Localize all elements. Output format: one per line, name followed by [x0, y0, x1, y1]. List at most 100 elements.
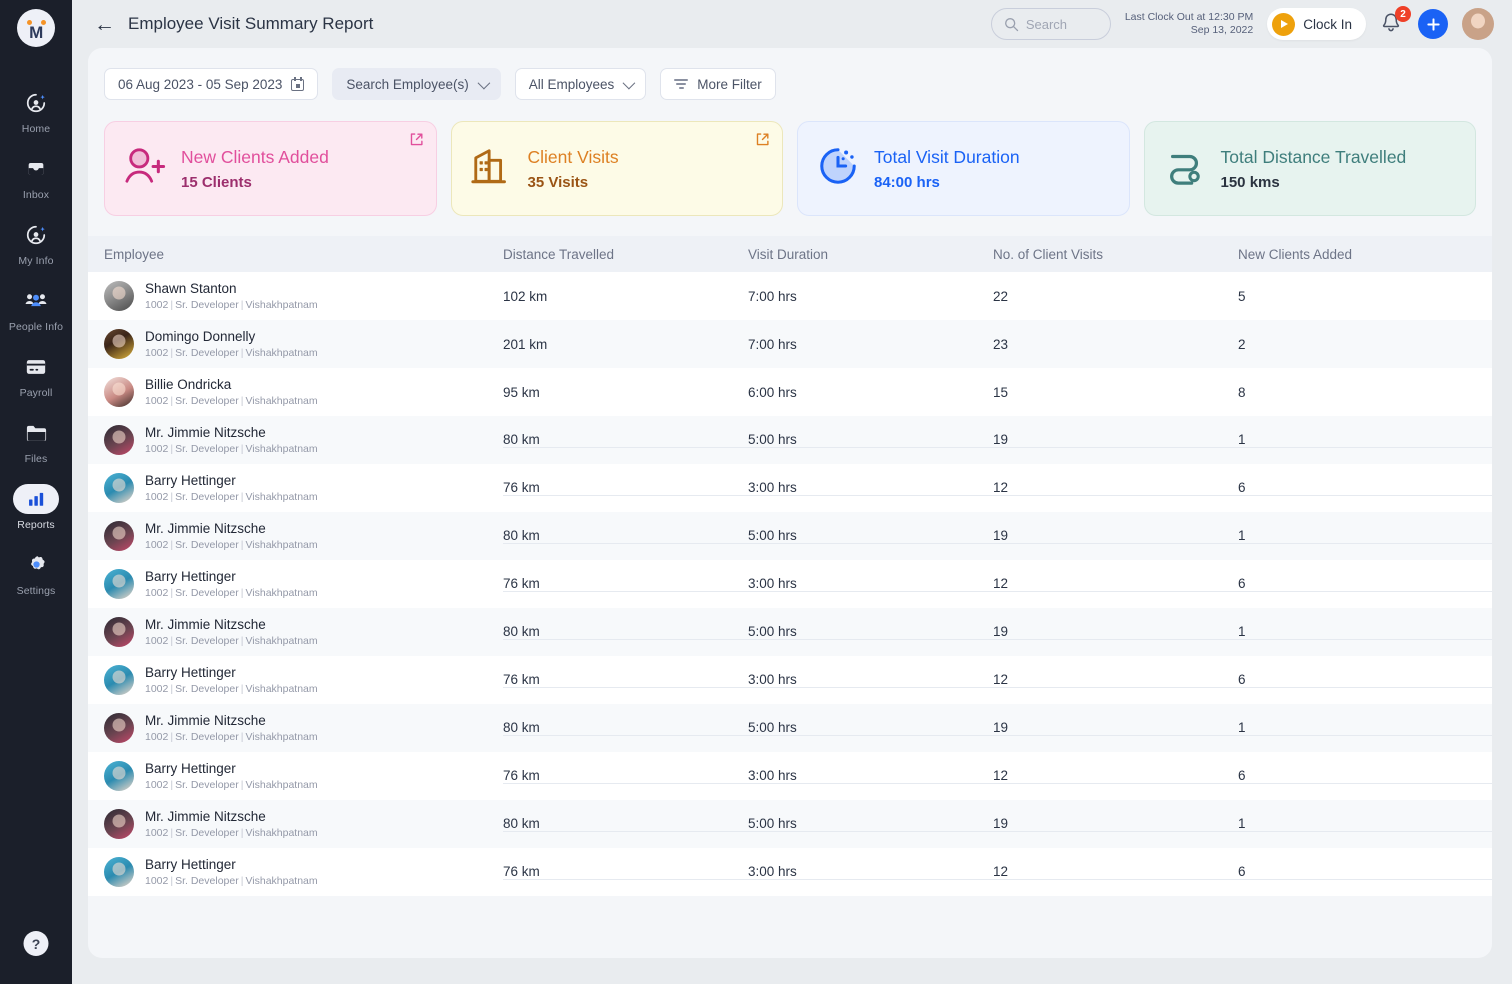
cell-new-clients: 1	[1238, 816, 1492, 832]
table-row[interactable]: Barry Hettinger 1002 | Sr. Developer | Visha…	[88, 656, 1492, 704]
employee-meta: 1002 | Sr. Developer | Vishakhpatnam	[145, 587, 318, 600]
stat-card-total-distance-travelled[interactable]: Total Distance Travelled 150 kms	[1143, 121, 1476, 216]
filter-search-employee-s[interactable]: Search Employee(s)	[332, 68, 501, 100]
sidebar-item-my-info[interactable]: My Info	[0, 210, 72, 276]
bell-icon	[1382, 13, 1400, 32]
inbox-tray-icon	[13, 154, 59, 184]
cell-duration: 3:00 hrs	[748, 576, 993, 592]
cell-visits: 19	[993, 432, 1238, 448]
table-row[interactable]: Shawn Stanton 1002 | Sr. Developer | Vishakh…	[88, 272, 1492, 320]
cell-employee: Mr. Jimmie Nitzsche 1002 | Sr. Developer | V…	[104, 616, 503, 649]
chevron-down-icon	[477, 76, 490, 89]
play-icon	[1272, 12, 1296, 36]
sidebar-item-settings[interactable]: Settings	[0, 540, 72, 606]
filter-all-employees[interactable]: All Employees	[514, 68, 647, 100]
clock-in-label: Clock In	[1303, 16, 1352, 32]
sidebar-item-label: Home	[21, 122, 51, 135]
cell-employee: Shawn Stanton 1002 | Sr. Developer | Vishakh…	[104, 280, 503, 313]
employee-name: Mr. Jimmie Nitzsche	[145, 712, 266, 728]
cell-employee: Mr. Jimmie Nitzsche 1002 | Sr. Developer | V…	[104, 520, 503, 553]
cell-new-clients: 5	[1238, 288, 1246, 304]
column-header-distance[interactable]: Distance Travelled	[503, 246, 615, 262]
open-external-icon[interactable]	[410, 133, 423, 146]
table-row[interactable]: Billie Ondricka 1002 | Sr. Developer | Visha…	[88, 368, 1492, 416]
avatar	[104, 521, 134, 551]
table-row[interactable]: Mr. Jimmie Nitzsche 1002 | Sr. Developer | V…	[88, 416, 1492, 464]
stat-card-new-clients-added[interactable]: New Clients Added 15 Clients	[104, 121, 437, 216]
stat-title: Total Distance Travelled	[1220, 146, 1407, 167]
sidebar-item-files[interactable]: Files	[0, 408, 72, 474]
avatar	[104, 617, 134, 647]
content-card: 06 Aug 2023 - 05 Sep 2023 Search Employee…	[88, 48, 1492, 958]
avatar	[104, 377, 134, 407]
sidebar-item-label: Payroll	[19, 386, 53, 399]
employee-meta: 1002 | Sr. Developer | Vishakhpatnam	[145, 443, 318, 456]
cell-distance: 80 km	[503, 816, 748, 832]
employee-name: Barry Hettinger	[145, 664, 236, 680]
cell-duration: 5:00 hrs	[748, 624, 993, 640]
table-row[interactable]: Mr. Jimmie Nitzsche 1002 | Sr. Developer | V…	[88, 512, 1492, 560]
cell-duration: 5:00 hrs	[748, 528, 993, 544]
help-icon[interactable]: ?	[23, 931, 49, 956]
stat-title: Total Visit Duration	[874, 146, 1020, 167]
sidebar-item-home[interactable]: Home	[0, 78, 72, 144]
avatar[interactable]	[1462, 8, 1494, 40]
back-arrow-icon[interactable]: ←	[94, 12, 115, 36]
calendar-icon	[291, 77, 305, 91]
table-row[interactable]: Barry Hettinger 1002 | Sr. Developer | Visha…	[88, 848, 1492, 896]
sidebar-item-payroll[interactable]: Payroll	[0, 342, 72, 408]
cell-duration: 3:00 hrs	[748, 672, 993, 688]
column-header-new-clients[interactable]: New Clients Added	[1238, 246, 1353, 262]
cell-new-clients: 2	[1238, 336, 1246, 352]
filter-06-aug-2023-05-sep-2023[interactable]: 06 Aug 2023 - 05 Sep 2023	[104, 68, 319, 100]
open-external-icon[interactable]	[756, 133, 769, 146]
search-input[interactable]: Search	[990, 8, 1111, 40]
route-icon	[1163, 146, 1207, 191]
employee-name: Barry Hettinger	[145, 760, 236, 776]
sidebar-item-label: My Info	[18, 254, 54, 267]
employee-meta: 1002 | Sr. Developer | Vishakhpatnam	[145, 395, 318, 408]
cell-duration: 3:00 hrs	[748, 480, 993, 496]
my-info-person-icon	[13, 220, 59, 250]
notification-badge: 2	[1395, 6, 1411, 22]
cell-employee: Barry Hettinger 1002 | Sr. Developer | Visha…	[104, 472, 503, 505]
employee-meta: 1002 | Sr. Developer | Vishakhpatnam	[145, 779, 318, 792]
stat-card-client-visits[interactable]: Client Visits 35 Visits	[450, 121, 783, 216]
table-row[interactable]: Barry Hettinger 1002 | Sr. Developer | Visha…	[88, 560, 1492, 608]
cell-employee: Barry Hettinger 1002 | Sr. Developer | Visha…	[104, 760, 503, 793]
column-header-visits[interactable]: No. of Client Visits	[993, 246, 1104, 262]
table-row[interactable]: Mr. Jimmie Nitzsche 1002 | Sr. Developer | V…	[88, 704, 1492, 752]
sidebar-item-reports[interactable]: Reports	[0, 474, 72, 540]
table-row[interactable]: Mr. Jimmie Nitzsche 1002 | Sr. Developer | V…	[88, 800, 1492, 848]
sidebar-item-people-info[interactable]: People Info	[0, 276, 72, 342]
clock-in-button[interactable]: Clock In	[1267, 8, 1366, 40]
table-row[interactable]: Barry Hettinger 1002 | Sr. Developer | Visha…	[88, 752, 1492, 800]
building-icon	[470, 145, 514, 192]
add-button[interactable]	[1418, 9, 1448, 39]
notifications-button[interactable]: 2	[1380, 6, 1411, 37]
sidebar-item-inbox[interactable]: Inbox	[0, 144, 72, 210]
filter-more-filter[interactable]: More Filter	[660, 68, 776, 100]
cell-new-clients: 1	[1238, 528, 1492, 544]
cell-distance: 102 km	[503, 288, 548, 304]
cell-new-clients: 1	[1238, 720, 1492, 736]
table-row[interactable]: Domingo Donnelly 1002 | Sr. Developer | Vish…	[88, 320, 1492, 368]
cell-duration: 6:00 hrs	[748, 384, 797, 400]
employee-name: Barry Hettinger	[145, 568, 236, 584]
avatar	[104, 713, 134, 743]
cell-visits: 12	[993, 480, 1238, 496]
table-row[interactable]: Barry Hettinger 1002 | Sr. Developer | Visha…	[88, 464, 1492, 512]
column-header-duration[interactable]: Visit Duration	[748, 246, 829, 262]
app-logo[interactable]: M	[17, 9, 55, 47]
sidebar-item-label: Settings	[16, 584, 56, 597]
cell-new-clients: 6	[1238, 768, 1492, 784]
employee-name: Billie Ondricka	[145, 376, 232, 392]
employee-name: Barry Hettinger	[145, 472, 236, 488]
employee-meta: 1002 | Sr. Developer | Vishakhpatnam	[145, 731, 318, 744]
column-header-employee[interactable]: Employee	[104, 246, 165, 262]
cell-distance: 76 km	[503, 576, 748, 592]
table-row[interactable]: Mr. Jimmie Nitzsche 1002 | Sr. Developer | V…	[88, 608, 1492, 656]
cell-distance: 95 km	[503, 384, 540, 400]
cell-duration: 5:00 hrs	[748, 720, 993, 736]
stat-card-total-visit-duration[interactable]: Total Visit Duration 84:00 hrs	[797, 121, 1130, 216]
